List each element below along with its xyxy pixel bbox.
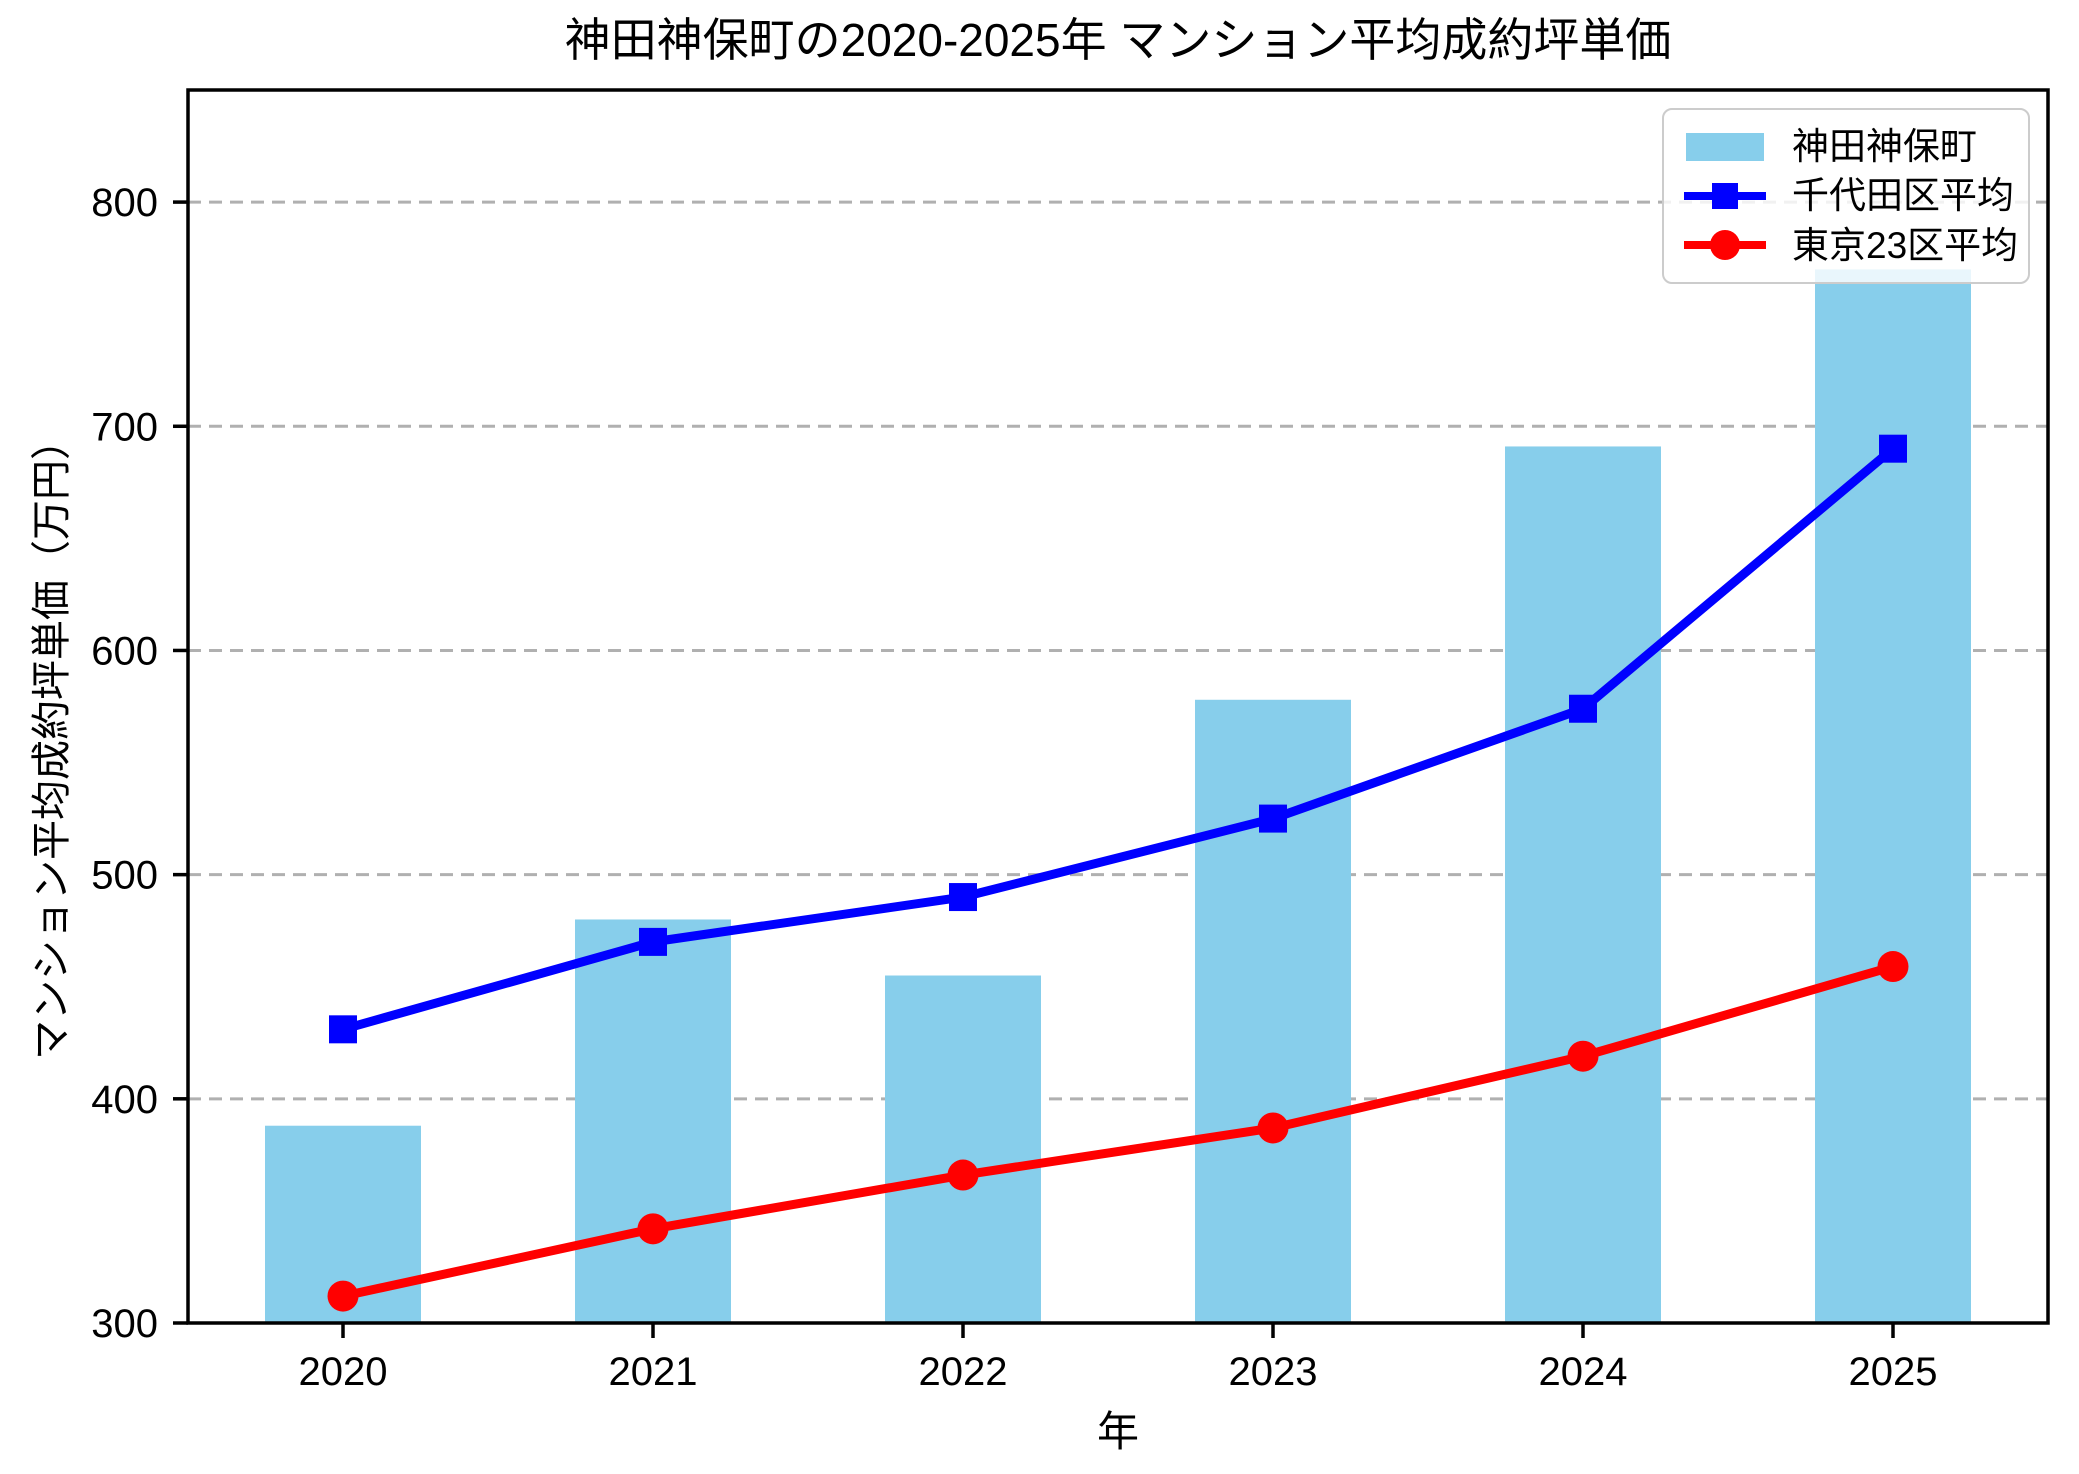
marker-circle-2020 [327,1280,359,1312]
marker-square-2020 [329,1015,357,1044]
square-marker-icon [1712,182,1738,209]
plot-border [186,88,2050,1325]
x-tick-label-2024: 2024 [1539,1350,1628,1394]
bar-2022 [885,975,1041,1323]
marker-circle-2022 [947,1159,979,1191]
x-tick-label-2025: 2025 [1849,1350,1938,1394]
bar-2024 [1505,446,1661,1323]
marker-square-2023 [1259,804,1287,833]
x-tick-label-2021: 2021 [609,1350,698,1394]
y-axis-label: マンション平均成約坪単価（万円） [30,420,74,1060]
y-tick-label-600: 600 [91,629,158,673]
marker-square-2024 [1569,694,1597,723]
marker-square-2025 [1879,434,1907,463]
bar-2025 [1815,269,1971,1323]
legend-item-kanda: 神田神保町 [1684,128,2008,165]
legend-item-tokyo23: 東京23区平均 [1684,227,2018,264]
y-tick-label-700: 700 [91,405,158,449]
legend-label-chiyoda: 千代田区平均 [1792,175,2014,217]
y-tick-label-300: 300 [91,1302,158,1346]
marker-circle-2021 [637,1213,669,1245]
chart-title: 神田神保町の2020-2025年 マンション平均成約坪単価 [564,14,1672,66]
bar-swatch-icon [1686,132,1764,161]
circle-marker-icon [1710,230,1740,261]
legend: 神田神保町 千代田区平均 東京23区平均 [1662,108,2030,284]
legend-label-tokyo23: 東京23区平均 [1792,224,2019,266]
legend-item-chiyoda: 千代田区平均 [1684,177,2014,214]
x-tick-label-2020: 2020 [299,1350,388,1394]
x-axis-label: 年 [1096,1408,1139,1455]
legend-label-kanda: 神田神保町 [1792,126,1977,168]
marker-circle-2023 [1257,1112,1289,1144]
x-tick-label-2023: 2023 [1229,1350,1318,1394]
x-tick-label-2022: 2022 [919,1350,1008,1394]
series-line-千代田区平均 [338,444,1898,1034]
y-tick-label-400: 400 [91,1078,158,1122]
y-tick-label-800: 800 [91,181,158,225]
marker-circle-2024 [1567,1040,1599,1072]
y-tick-label-500: 500 [91,854,158,898]
marker-square-2022 [949,883,977,912]
marker-circle-2025 [1877,951,1909,983]
series-line-東京23区平均 [338,962,1898,1301]
bar-2023 [1195,699,1351,1323]
bar-2021 [575,919,731,1323]
legend-swatch-box [1684,130,1766,164]
legend-swatch-box [1684,179,1766,213]
legend-swatch-box [1684,228,1766,262]
marker-square-2021 [639,927,667,956]
